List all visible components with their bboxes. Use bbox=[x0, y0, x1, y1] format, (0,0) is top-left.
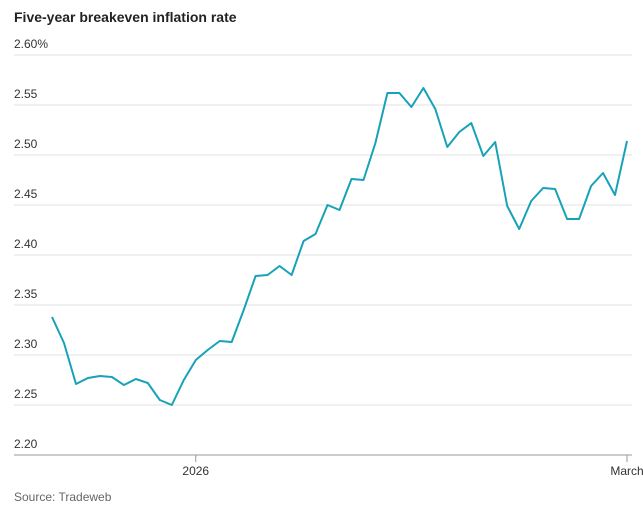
y-tick-label: 2.40 bbox=[14, 237, 38, 251]
y-tick-label: 2.20 bbox=[14, 437, 38, 451]
data-line bbox=[51, 87, 628, 406]
y-tick-label: 2.25 bbox=[14, 387, 38, 401]
chart-title: Five-year breakeven inflation rate bbox=[14, 9, 237, 25]
y-tick-label: 2.55 bbox=[14, 87, 38, 101]
y-tick-label: 2.50 bbox=[14, 137, 38, 151]
x-tick-label: 2026 bbox=[182, 464, 209, 478]
x-tick-label: March bbox=[610, 464, 643, 478]
y-tick-label: 2.45 bbox=[14, 187, 38, 201]
y-tick-label: 2.35 bbox=[14, 287, 38, 301]
y-tick-label: 2.30 bbox=[14, 337, 38, 351]
y-tick-label: 2.60% bbox=[14, 37, 48, 51]
source: Source: Tradeweb bbox=[14, 490, 112, 504]
